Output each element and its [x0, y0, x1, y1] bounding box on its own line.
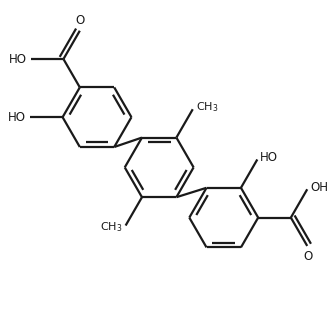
Text: OH: OH: [310, 181, 328, 194]
Text: HO: HO: [9, 52, 27, 66]
Text: HO: HO: [260, 151, 278, 164]
Text: O: O: [303, 250, 312, 263]
Text: CH$_3$: CH$_3$: [100, 220, 123, 234]
Text: CH$_3$: CH$_3$: [196, 100, 218, 114]
Text: HO: HO: [8, 111, 26, 124]
Text: O: O: [75, 15, 84, 27]
